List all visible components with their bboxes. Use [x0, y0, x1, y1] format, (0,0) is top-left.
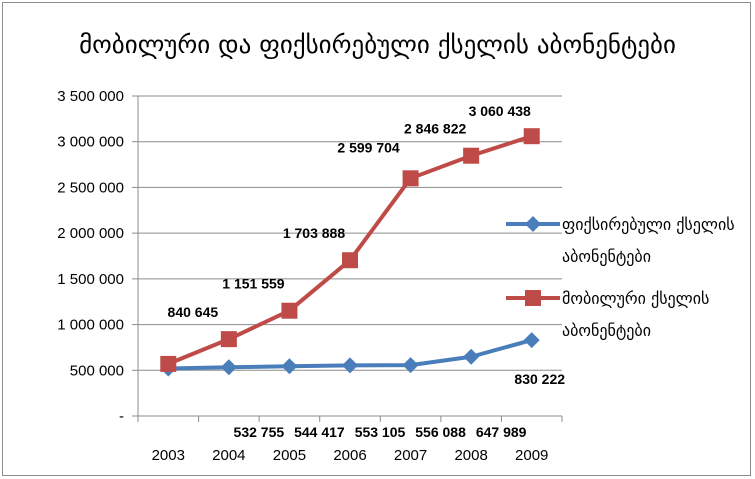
data-point-marker: [281, 302, 298, 319]
data-point-marker: [342, 252, 358, 269]
x-tick-label: 2004: [212, 447, 245, 464]
data-label: 2 846 822: [404, 121, 466, 137]
data-point-marker: [160, 355, 177, 372]
x-tick-label: 2008: [454, 447, 487, 464]
data-label: 532 755: [234, 424, 285, 440]
data-point-marker: [220, 331, 237, 348]
series-markers: [160, 128, 540, 377]
y-tick-label: 2 500 000: [57, 179, 124, 196]
data-label: 556 088: [415, 424, 466, 440]
data-label: 553 105: [355, 424, 406, 440]
axes: [132, 95, 563, 422]
data-point-marker: [463, 147, 480, 164]
data-label: 840 645: [168, 304, 219, 320]
data-point-marker: [342, 357, 358, 374]
legend-label: მობილური ქსელის: [562, 289, 709, 308]
data-label: 1 703 888: [283, 225, 345, 241]
y-tick-label: 3 000 000: [57, 134, 124, 151]
y-axis-ticks: - 500 000 1 000 000 1 500 000 2 000 000 2 500…: [57, 88, 124, 425]
x-tick-label: 2005: [273, 447, 306, 464]
y-tick-label: -: [119, 408, 124, 425]
legend-label: აბონენტები: [562, 321, 651, 340]
data-label: 544 417: [294, 424, 345, 440]
gridlines: [138, 95, 562, 371]
data-label: 830 222: [514, 371, 565, 387]
x-tick-label: 2009: [515, 447, 548, 464]
x-tick-label: 2006: [333, 447, 366, 464]
legend-marker: [525, 290, 541, 306]
data-point-marker: [463, 348, 480, 365]
data-label: 1 151 559: [222, 276, 284, 292]
y-tick-label: 2 000 000: [57, 225, 124, 242]
data-label: 2 599 704: [337, 139, 399, 155]
y-tick-label: 1 000 000: [57, 317, 124, 334]
legend-marker: [525, 216, 541, 232]
data-label: 3 060 438: [469, 103, 531, 119]
data-labels: 532 755 544 417 553 105 556 088 647 989 830 2…: [168, 103, 566, 440]
x-tick-label: 2003: [152, 447, 185, 464]
data-point-marker: [523, 128, 540, 145]
series-line: [167, 134, 533, 366]
y-tick-label: 3 500 000: [57, 88, 124, 105]
legend-label: ფიქსირებული ქსელის: [562, 215, 735, 234]
data-point-marker: [402, 357, 419, 374]
legend: ფიქსირებული ქსელის აბონენტები მობილური ქსე…: [506, 215, 735, 340]
data-label: 647 989: [476, 424, 527, 440]
data-point-marker: [523, 332, 540, 349]
data-point-marker: [281, 358, 298, 375]
legend-label: აბონენტები: [562, 247, 651, 266]
y-tick-label: 500 000: [70, 362, 124, 379]
y-tick-label: 1 500 000: [57, 271, 124, 288]
chart-title: მობილური და ფიქსირებული ქსელის აბონენტებ…: [79, 30, 676, 59]
x-axis-ticks: 2003 2004 2005 2006 2007 2008 2009: [152, 447, 549, 464]
x-tick-label: 2007: [394, 447, 427, 464]
data-point-marker: [402, 170, 419, 187]
data-point-marker: [220, 359, 237, 376]
